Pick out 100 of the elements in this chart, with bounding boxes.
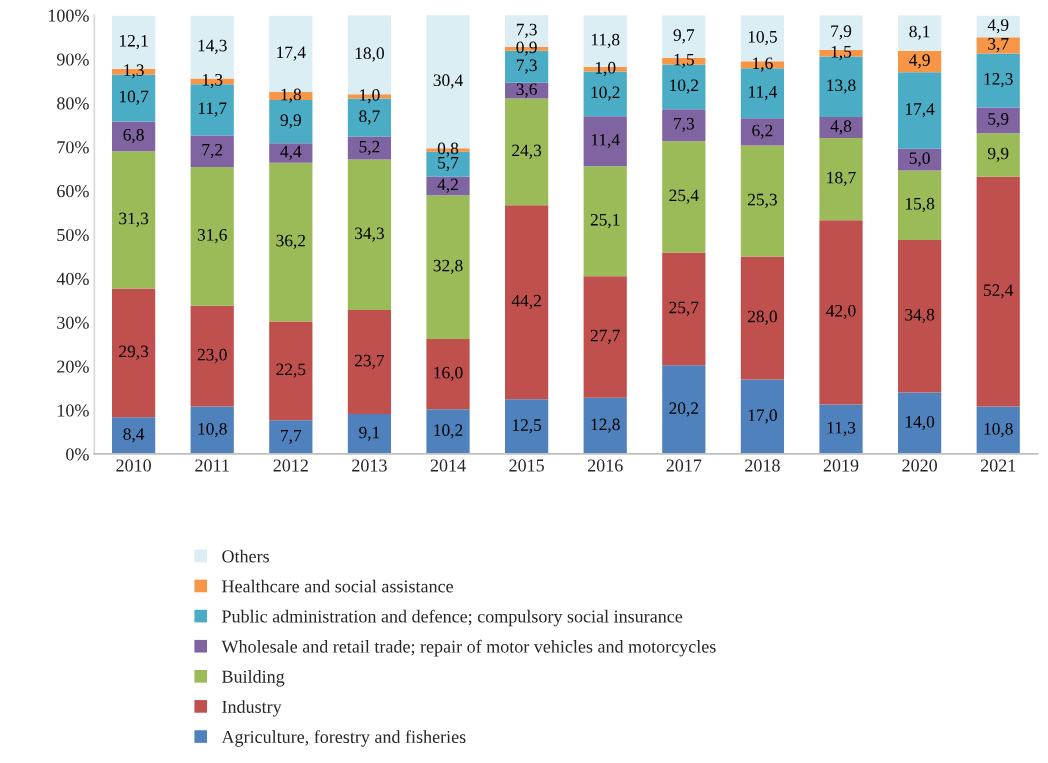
bar	[426, 195, 470, 340]
y-tick-label: 20%	[57, 360, 89, 373]
data-label: 7,3	[516, 59, 537, 74]
data-label: 3,7	[988, 37, 1009, 53]
data-label: 10,8	[198, 422, 227, 438]
data-label: 22,5	[276, 363, 306, 378]
data-label: 29,3	[119, 345, 149, 360]
bar	[976, 15, 1020, 38]
data-label: 5,7	[438, 157, 459, 172]
data-label: 12,1	[119, 34, 148, 50]
data-label: 28,0	[747, 310, 777, 325]
bar	[190, 167, 234, 306]
x-tick-label: 2011	[195, 459, 229, 472]
data-label: 9,7	[673, 29, 695, 44]
y-tick-label: 50%	[57, 228, 89, 242]
y-tick-label: 0%	[66, 448, 89, 461]
data-label: 14,3	[198, 39, 227, 54]
data-label: 4,2	[437, 178, 458, 193]
data-label: 5,2	[359, 140, 380, 156]
data-label: 10,2	[434, 424, 463, 439]
bar	[740, 256, 785, 380]
bar	[112, 121, 156, 152]
data-label: 25,4	[669, 189, 699, 204]
data-label: 12,8	[591, 418, 620, 433]
y-tick-label: 90%	[56, 53, 89, 66]
bar	[662, 109, 706, 142]
bar	[426, 176, 470, 196]
data-label: 13,8	[827, 79, 856, 94]
bar	[426, 339, 470, 410]
bar	[583, 116, 627, 167]
bar	[898, 15, 942, 51]
data-label: 17,4	[277, 46, 306, 61]
bar	[740, 145, 785, 257]
data-label: 11,8	[591, 33, 620, 48]
data-label: 1,5	[831, 45, 852, 61]
data-label: 1,8	[281, 88, 302, 103]
bar	[740, 118, 785, 146]
x-tick-label: 2015	[509, 459, 544, 472]
data-label: 44,2	[511, 294, 541, 310]
data-label: 18,0	[355, 47, 384, 62]
bar	[976, 37, 1020, 54]
bar	[898, 170, 942, 240]
data-label: 17,0	[748, 409, 777, 424]
bar	[976, 176, 1020, 407]
data-label: 1,6	[753, 57, 773, 72]
data-label: 9,9	[280, 114, 301, 129]
data-label: 12,3	[984, 73, 1013, 88]
data-label: 4,9	[987, 19, 1009, 34]
data-label: 24,3	[512, 144, 542, 159]
data-label: 52,4	[984, 284, 1014, 299]
x-tick-label: 2016	[587, 459, 623, 472]
data-label: 32,8	[433, 259, 463, 274]
x-tick-label: 2017	[666, 459, 702, 472]
data-label: 9,9	[987, 147, 1009, 162]
data-label: 10,2	[670, 79, 699, 94]
data-label: 4,8	[830, 120, 852, 135]
y-tick-label: 80%	[57, 97, 89, 110]
y-tick-label: 100%	[48, 9, 89, 22]
data-label: 11,4	[591, 133, 620, 149]
bar	[347, 136, 392, 160]
bar	[347, 310, 392, 415]
bar	[505, 82, 549, 99]
bar	[819, 138, 863, 221]
data-label: 15,8	[905, 197, 935, 213]
bar	[269, 420, 313, 454]
data-label: 9,1	[359, 426, 380, 441]
data-label: 5,9	[988, 113, 1009, 128]
data-label: 14,0	[905, 415, 935, 431]
x-tick-label: 2018	[745, 459, 780, 472]
bar	[898, 72, 942, 149]
x-tick-label: 2019	[823, 459, 859, 472]
bar	[819, 220, 863, 405]
bar	[269, 321, 313, 421]
bar	[740, 379, 785, 454]
data-label: 23,7	[354, 354, 385, 369]
x-tick-label: 2014	[430, 459, 466, 472]
y-tick-label: 40%	[56, 272, 89, 285]
data-label: 10,7	[119, 90, 149, 105]
data-label: 42,0	[826, 304, 856, 320]
data-label: 8,4	[123, 428, 145, 443]
bar	[819, 117, 863, 139]
legend-label: Industry	[222, 700, 282, 717]
data-label: 20,2	[669, 402, 699, 417]
bar	[898, 239, 942, 393]
x-tick-label: 2010	[116, 459, 151, 472]
data-label: 3,6	[516, 83, 537, 98]
bar	[662, 365, 706, 454]
data-label: 27,7	[590, 329, 620, 344]
bar	[190, 135, 234, 168]
data-label: 6,8	[123, 128, 144, 144]
y-tick-label: 30%	[57, 316, 89, 329]
bar	[269, 143, 313, 163]
bar	[505, 205, 549, 400]
data-label: 12,5	[512, 419, 542, 434]
data-label: 25,1	[590, 213, 620, 229]
bar	[898, 392, 942, 454]
data-label: 7,7	[281, 429, 302, 444]
data-label: 7,3	[516, 23, 537, 38]
data-label: 1,3	[202, 73, 223, 89]
data-label: 7,2	[202, 143, 223, 159]
